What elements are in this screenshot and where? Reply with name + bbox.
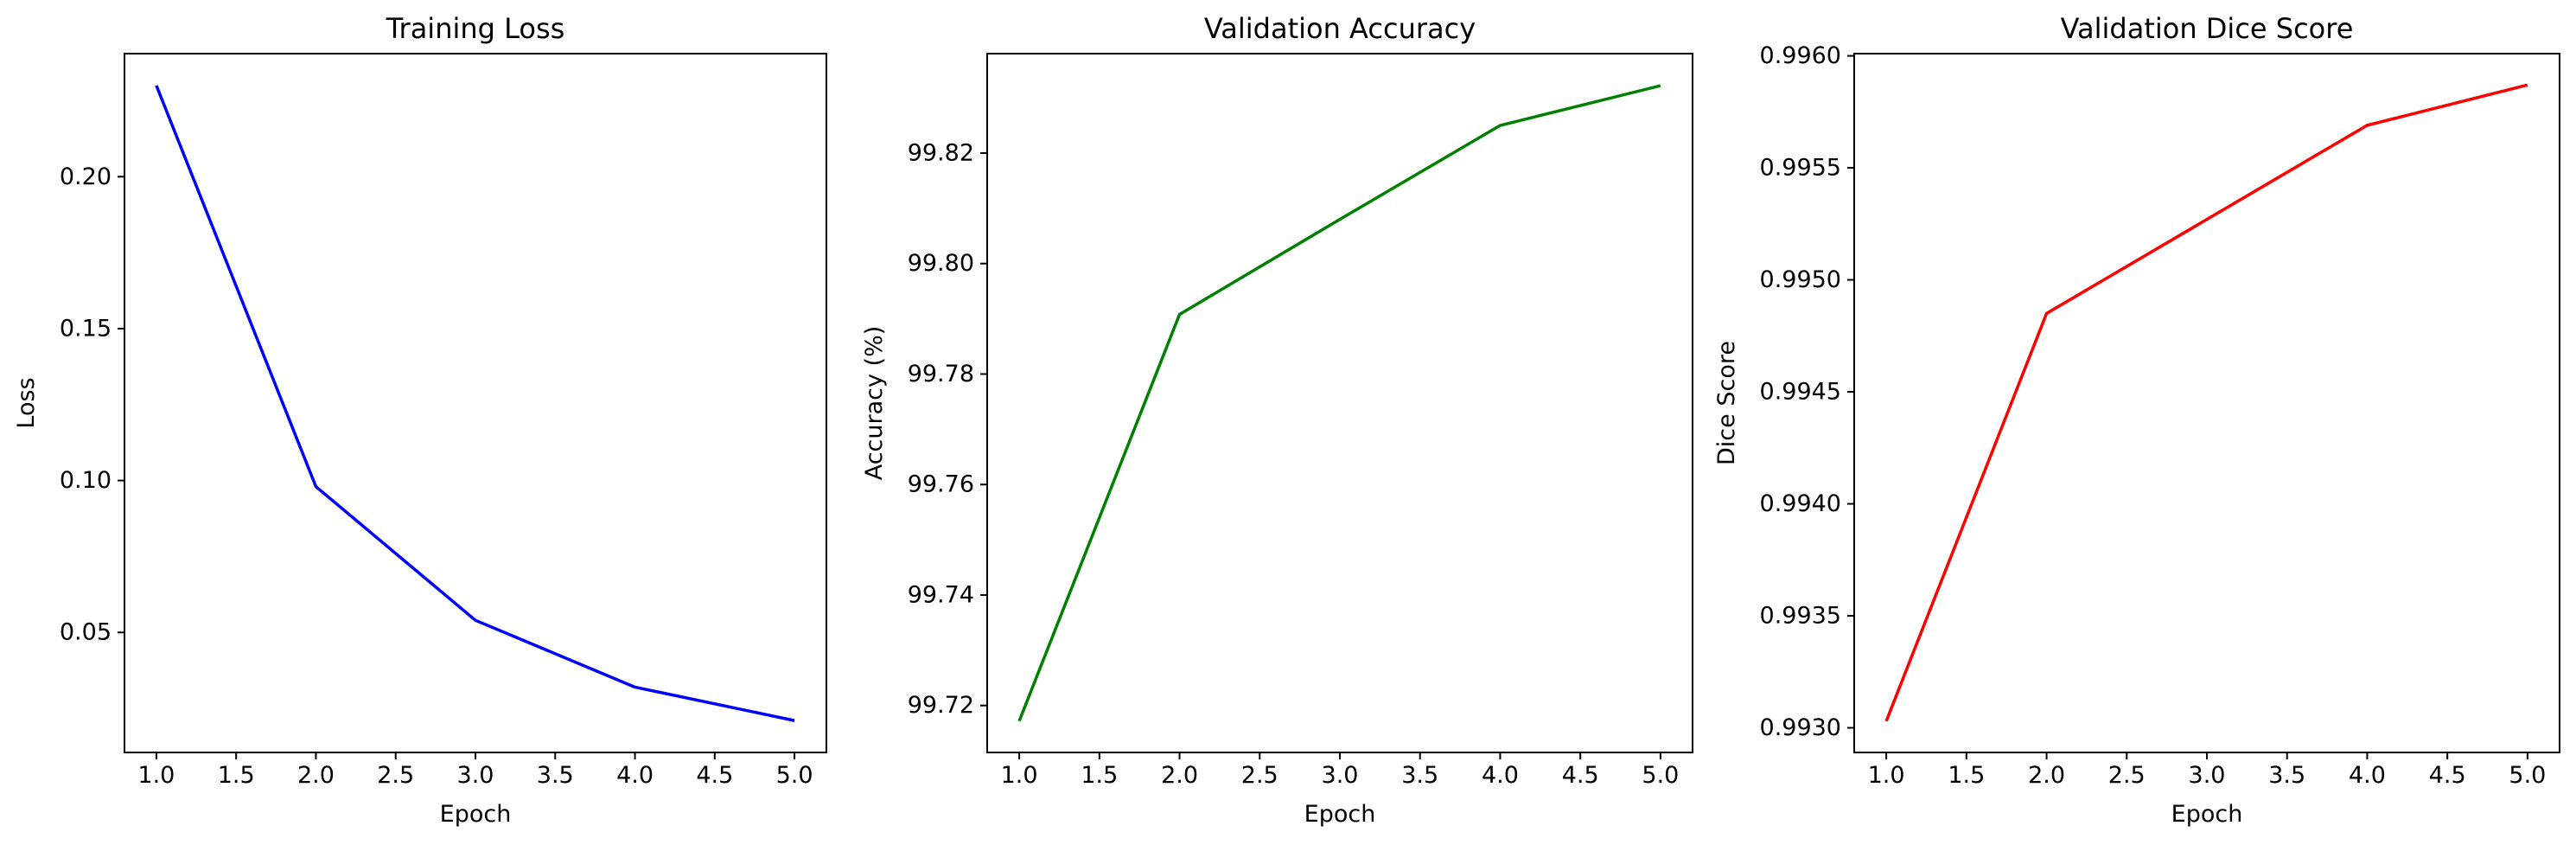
series-line <box>1017 84 1661 722</box>
x-tick-label: 4.5 <box>1562 762 1599 789</box>
y-tick-label: 0.9930 <box>1760 714 1841 741</box>
x-tick-label: 1.0 <box>137 762 175 789</box>
x-axis-label: Epoch <box>1304 801 1376 828</box>
x-tick-label: 2.0 <box>2028 762 2065 789</box>
y-tick-label: 0.9935 <box>1760 603 1841 630</box>
x-tick-label: 4.5 <box>2429 762 2466 789</box>
x-tick-label: 1.5 <box>1081 762 1118 789</box>
x-tick-label: 2.0 <box>1161 762 1198 789</box>
y-tick-label: 99.82 <box>908 139 974 166</box>
x-tick-label: 3.0 <box>457 762 494 789</box>
x-tick-label: 3.5 <box>1401 762 1438 789</box>
y-tick-label: 0.9955 <box>1760 155 1841 182</box>
x-tick-label: 5.0 <box>1642 762 1679 789</box>
x-tick-label: 3.5 <box>537 762 574 789</box>
y-tick-label: 0.10 <box>60 467 112 494</box>
y-tick-label: 0.15 <box>60 315 112 342</box>
chart-title: Validation Accuracy <box>1204 12 1476 45</box>
y-axis-label: Accuracy (%) <box>861 326 888 481</box>
x-tick-label: 2.5 <box>377 762 414 789</box>
x-tick-label: 2.5 <box>2108 762 2146 789</box>
y-tick-label: 99.78 <box>908 361 974 387</box>
x-tick-label: 1.5 <box>1948 762 1985 789</box>
x-tick-label: 4.0 <box>1482 762 1519 789</box>
training-loss-chart: Training Loss Epoch Loss 1.0 1.5 2.0 2.5 3.0… <box>13 12 827 828</box>
y-tick-label: 0.9945 <box>1760 379 1841 406</box>
chart-title: Training Loss <box>386 12 565 45</box>
x-tick-label: 1.0 <box>1001 762 1038 789</box>
y-tick-label: 99.80 <box>908 250 974 277</box>
x-tick-label: 3.0 <box>2189 762 2226 789</box>
x-tick-label: 1.0 <box>1868 762 1905 789</box>
x-tick-label: 3.0 <box>1322 762 1359 789</box>
x-tick-label: 2.0 <box>297 762 335 789</box>
x-tick-label: 5.0 <box>2509 762 2546 789</box>
y-tick-label: 0.05 <box>60 619 112 646</box>
y-tick-label: 0.9940 <box>1760 490 1841 517</box>
x-tick-label: 3.5 <box>2268 762 2305 789</box>
validation-dice-score-chart: Validation Dice Score Epoch Dice Score 1… <box>1713 12 2560 828</box>
y-tick-label: 0.9960 <box>1760 42 1841 69</box>
x-tick-label: 2.5 <box>1241 762 1278 789</box>
x-axis-label: Epoch <box>2171 801 2243 828</box>
chart-title: Validation Dice Score <box>2061 12 2354 45</box>
y-axis-label: Dice Score <box>1713 341 1740 465</box>
y-tick-label: 0.20 <box>60 163 112 190</box>
y-tick-label: 99.74 <box>908 581 974 608</box>
x-tick-label: 1.5 <box>218 762 255 789</box>
x-tick-label: 5.0 <box>776 762 813 789</box>
validation-accuracy-chart: Validation Accuracy Epoch Accuracy (%) 1… <box>861 12 1693 828</box>
y-tick-label: 99.76 <box>908 471 974 498</box>
x-axis-label: Epoch <box>440 801 512 828</box>
y-tick-label: 99.72 <box>908 692 974 719</box>
y-tick-label: 0.9950 <box>1760 266 1841 293</box>
series-line <box>1884 83 2528 722</box>
x-tick-label: 4.0 <box>2349 762 2386 789</box>
y-axis-label: Loss <box>13 377 40 428</box>
x-tick-label: 4.0 <box>616 762 654 789</box>
series-line <box>155 85 795 722</box>
x-tick-label: 4.5 <box>696 762 733 789</box>
